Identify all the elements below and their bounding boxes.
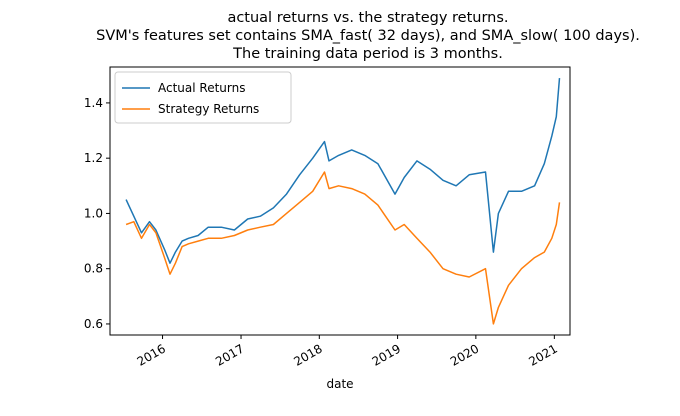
series-line-actual-returns [125,78,561,264]
chart-title-line-3: The training data period is 3 months. [232,46,503,62]
x-tick-label-2021: 2021 [526,341,559,368]
y-tick-label-1-4: 1.4 [84,96,103,110]
series-line-strategy-returns [125,171,561,325]
x-tick-label-2019: 2019 [370,341,403,368]
x-tick-label-2016: 2016 [135,341,168,368]
chart-title-line-1: actual returns vs. the strategy returns. [227,10,508,26]
x-tick-label-2018: 2018 [291,341,324,368]
legend-label-actual-returns: Actual Returns [158,81,245,95]
x-axis-label: date [326,377,353,391]
y-tick-label-0-6: 0.6 [84,317,103,331]
series-layer [125,78,561,325]
legend-label-strategy-returns: Strategy Returns [158,102,259,116]
y-tick-label-0-8: 0.8 [84,262,103,276]
plot-area-frame [109,66,571,336]
legend: Actual Returns Strategy Returns [114,71,292,124]
legend-box [114,71,292,124]
y-axis: 0.6 0.8 1.0 1.2 1.4 [84,96,110,331]
x-tick-label-2017: 2017 [213,341,246,368]
chart-title-line-2: SVM's features set contains SMA_fast( 32… [96,28,640,44]
y-tick-label-1-0: 1.0 [84,206,103,220]
x-axis: 2016 2017 2018 2019 2020 2021 [135,335,560,369]
y-tick-label-1-2: 1.2 [84,151,103,165]
x-tick-label-2020: 2020 [448,341,481,368]
